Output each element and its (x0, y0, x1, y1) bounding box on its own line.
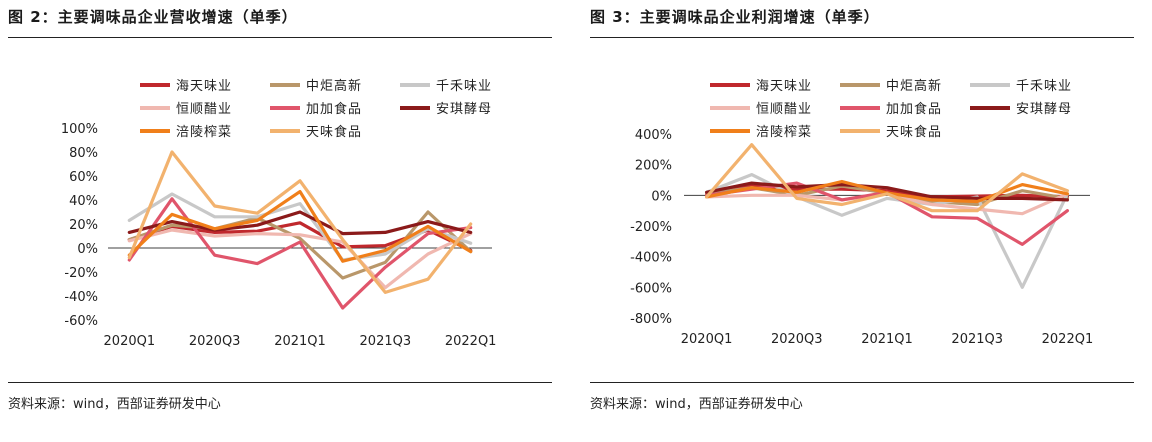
x-tick-label: 2021Q1 (274, 334, 326, 349)
series-line-天味食品 (127, 150, 473, 294)
x-tick-label: 2022Q1 (445, 334, 497, 349)
figure-3-bottom-rule (590, 382, 1134, 383)
y-tick-label: 100% (61, 122, 98, 137)
y-tick-label: -40% (64, 290, 98, 305)
y-tick-label: 200% (635, 159, 672, 174)
y-tick-label: -200% (630, 220, 672, 235)
legend-label: 海天味业 (756, 79, 812, 94)
y-tick-label: 0% (651, 189, 672, 204)
legend-item: 海天味业 (710, 79, 812, 94)
figure-2-top-rule (8, 37, 552, 38)
y-tick-label: 80% (69, 146, 98, 161)
legend-label: 加加食品 (886, 101, 942, 117)
y-tick-label: 400% (635, 128, 672, 143)
y-tick-label: 60% (69, 170, 98, 185)
series-line-千禾味业 (704, 173, 1069, 289)
legend-label: 恒顺醋业 (176, 101, 232, 117)
legend-label: 安琪酵母 (436, 102, 492, 117)
y-tick-label: -20% (64, 266, 98, 281)
legend-label: 海天味业 (176, 79, 232, 94)
legend-item: 安琪酵母 (970, 102, 1072, 117)
legend-item: 千禾味业 (400, 79, 492, 94)
figure-2-title: 图 2：主要调味品企业营收增速（单季） (8, 8, 298, 26)
figure-3-panel: 图 3：主要调味品企业利润增速（单季） -800% -600% -400% -200%… (582, 0, 1142, 442)
y-tick-label: 0% (77, 242, 98, 257)
series-line-涪陵榨菜 (127, 190, 473, 263)
x-tick-label: 2022Q1 (1042, 332, 1094, 347)
series-line-恒顺醋业 (127, 228, 473, 290)
legend-item: 安琪酵母 (400, 102, 492, 117)
series-line-加加食品 (127, 197, 473, 310)
legend-item: 加加食品 (840, 101, 942, 117)
y-tick-label: -60% (64, 314, 98, 329)
legend-item: 加加食品 (270, 101, 362, 117)
legend-label: 天味食品 (886, 124, 942, 140)
legend-label: 天味食品 (306, 124, 362, 140)
x-tick-label: 2020Q1 (104, 334, 156, 349)
legend-label: 中炬高新 (306, 78, 362, 94)
figure-2-bottom-rule (8, 382, 552, 383)
y-tick-label: 20% (69, 218, 98, 233)
legend-label: 千禾味业 (436, 79, 492, 94)
series-line-安琪酵母 (704, 181, 1069, 202)
legend-item: 中炬高新 (270, 78, 362, 94)
legend-item: 千禾味业 (970, 79, 1072, 94)
legend-item: 中炬高新 (840, 78, 942, 94)
legend-item: 恒顺醋业 (140, 101, 232, 117)
series-line-天味食品 (704, 143, 1069, 213)
revenue-growth-chart: -60% -40% -20% 0% 20% 40% 60% 80% 100% 2020Q1 2020… (61, 78, 497, 349)
legend-item: 海天味业 (140, 79, 232, 94)
legend-label: 涪陵榨菜 (176, 124, 232, 140)
x-tick-label: 2021Q1 (861, 332, 913, 347)
figure-3-title: 图 3：主要调味品企业利润增速（单季） (590, 8, 880, 26)
legend-label: 恒顺醋业 (756, 101, 812, 117)
y-tick-label: -800% (630, 312, 672, 327)
series-line-千禾味业 (127, 192, 473, 262)
y-tick-label: -600% (630, 281, 672, 296)
legend-item: 天味食品 (840, 124, 942, 140)
legend-label: 加加食品 (306, 101, 362, 117)
y-tick-label: -400% (630, 251, 672, 266)
profit-growth-chart: -800% -600% -400% -200% 0% 200% 400% 2020Q1 2020… (630, 78, 1094, 347)
series-line-中炬高新 (127, 210, 473, 280)
x-tick-label: 2021Q3 (360, 334, 412, 349)
figure-2-panel: 图 2：主要调味品企业营收增速（单季） -60% -40% -20% 0% 20% 40%… (0, 0, 560, 442)
series-line-安琪酵母 (127, 210, 473, 236)
legend-item: 涪陵榨菜 (140, 124, 232, 140)
x-tick-label: 2020Q3 (189, 334, 241, 349)
figure-3-top-rule (590, 37, 1134, 38)
legend-item: 天味食品 (270, 124, 362, 140)
x-tick-label: 2020Q1 (681, 332, 733, 347)
legend-item: 恒顺醋业 (710, 101, 812, 117)
figure-2-source: 资料来源：wind，西部证券研发中心 (8, 397, 221, 412)
y-tick-label: 40% (69, 194, 98, 209)
x-tick-label: 2020Q3 (771, 332, 823, 347)
legend-label: 中炬高新 (886, 78, 942, 94)
legend-label: 涪陵榨菜 (756, 124, 812, 140)
x-tick-label: 2021Q3 (951, 332, 1003, 347)
legend-label: 安琪酵母 (1016, 102, 1072, 117)
legend-label: 千禾味业 (1016, 79, 1072, 94)
figure-3-source: 资料来源：wind，西部证券研发中心 (590, 397, 803, 412)
legend-item: 涪陵榨菜 (710, 124, 812, 140)
